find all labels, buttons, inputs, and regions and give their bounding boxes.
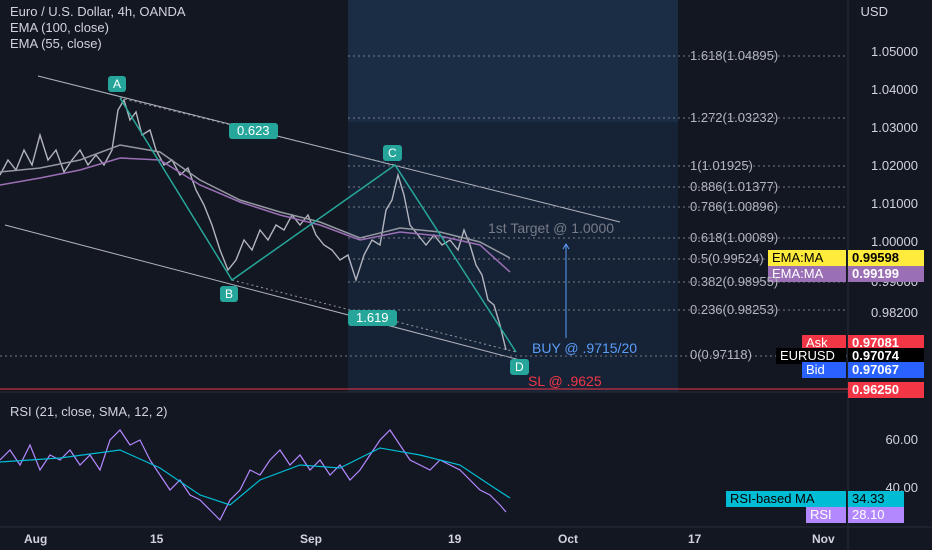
chart-title: Euro / U.S. Dollar, 4h, OANDA [10,4,186,19]
fib-label: 0.5(0.99524) [690,251,764,266]
fib-label: 0(0.97118) [690,347,752,362]
fib-label: 1(1.01925) [690,158,753,173]
price-axis-label: 0.98200 [871,305,918,320]
price-axis-label: 1.05000 [871,44,918,59]
fib-label: 0.886(1.01377) [690,179,779,194]
fib-label: 0.236(0.98253) [690,302,779,317]
ema-ma-tag-label: EMA:MA [768,250,846,266]
fib-label: 0.618(1.00089) [690,230,779,245]
x-axis-label: 15 [150,532,164,546]
target-annotation[interactable]: 1st Target @ 1.0000 [488,220,615,236]
x-axis-label: Oct [558,532,579,546]
fib-level-lines [0,55,848,357]
x-axis-label: 17 [688,532,702,546]
fib-label: 1.272(1.03232) [690,110,779,125]
sl-tag-value: 0.96250 [848,382,924,398]
bid-tag-label: Bid [802,362,846,378]
x-axis-label: Aug [24,532,48,546]
fib-label: 0.786(1.00896) [690,199,779,214]
sl-annotation[interactable]: SL @ .9625 [528,373,602,389]
price-axis-label: 1.01000 [871,196,918,211]
ask-tag-value: 0.97081 [848,335,924,351]
highlight-range-inner [348,0,678,122]
abcd-pattern-line [119,97,517,353]
pattern-point-c[interactable]: C [383,145,402,161]
fib-label: 1.618(1.04895) [690,48,779,63]
ema100-line [0,157,511,273]
rsi-tag-label: RSI [806,507,846,523]
pattern-point-b[interactable]: B [220,286,239,302]
bid-tag-value: 0.97067 [848,362,924,378]
price-axis-label: 1.04000 [871,82,918,97]
ema-ma-tag-value: 0.99598 [848,250,924,266]
buy-annotation[interactable]: BUY @ .9715/20 [532,340,638,356]
price-axis-label: 1.02000 [871,158,918,173]
fib-label: 0.382(0.98955) [690,274,779,289]
channel-lower-line [4,224,521,361]
rsi-ma-tag-value: 34.33 [848,491,904,507]
symbol-tag-value: 0.97074 [848,348,924,364]
ema-ma2-tag-label: EMA:MA [768,266,846,282]
rsi-tag-value: 28.10 [848,507,904,523]
x-axis-label: 19 [448,532,462,546]
x-axis-label: Sep [300,532,323,546]
ask-tag-label: Ask [802,335,846,351]
rsi-title[interactable]: RSI (21, close, SMA, 12, 2) [10,404,168,419]
bcd-ratio-label[interactable]: 1.619 [348,310,397,326]
symbol-tag-label: EURUSD [776,348,846,364]
x-axis-label: Nov [812,532,835,546]
rsi-ma-line [0,447,511,506]
ema-ma2-tag-value: 0.99199 [848,266,924,282]
currency-label: USD [860,4,888,19]
pattern-point-a[interactable]: A [108,76,127,92]
xab-ratio-label[interactable]: 0.623 [229,123,278,139]
pattern-point-d[interactable]: D [510,359,529,375]
rsi-ma-tag-label: RSI-based MA [726,491,846,507]
price-axis-label: 1.00000 [871,234,918,249]
rsi-line [0,429,507,522]
rsi-axis-label: 60.00 [885,432,918,447]
ema55-line [0,144,511,259]
highlight-range-wide [348,0,678,392]
price-line [0,98,507,351]
ema100-legend[interactable]: EMA (100, close) [10,20,109,35]
price-axis-label: 1.03000 [871,120,918,135]
ema55-legend[interactable]: EMA (55, close) [10,36,102,51]
